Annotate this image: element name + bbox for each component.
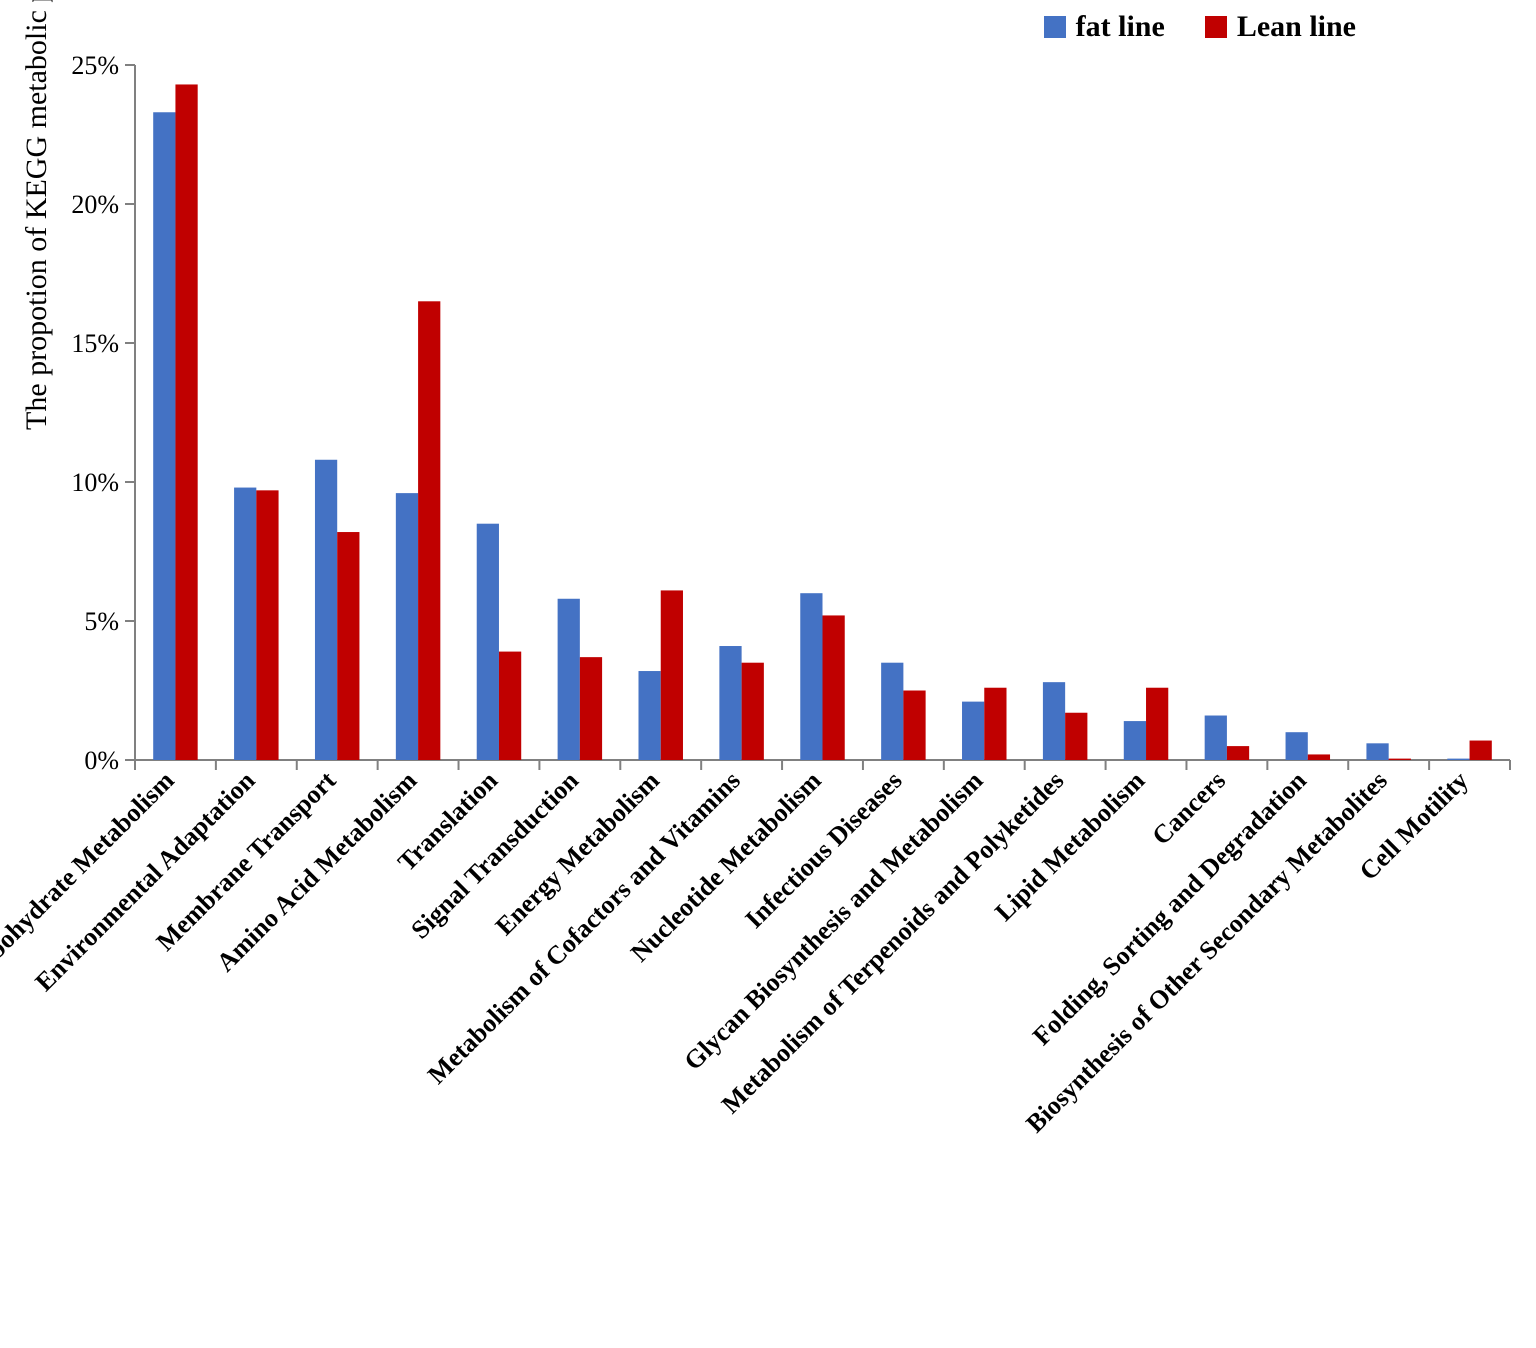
bar-lean bbox=[903, 691, 925, 761]
legend-swatch-lean bbox=[1205, 16, 1227, 38]
bar-lean bbox=[337, 532, 359, 760]
bar-fat bbox=[315, 460, 337, 760]
bar-fat bbox=[1043, 682, 1065, 760]
bar-lean bbox=[580, 657, 602, 760]
y-tick-label: 20% bbox=[71, 190, 119, 219]
legend-swatch-fat bbox=[1044, 16, 1066, 38]
bar-lean bbox=[175, 84, 197, 760]
x-category-label: Lipid Metabolism bbox=[989, 766, 1150, 927]
bar-lean bbox=[256, 490, 278, 760]
bar-fat bbox=[800, 593, 822, 760]
bar-lean bbox=[742, 663, 764, 760]
y-tick-label: 5% bbox=[84, 607, 119, 636]
x-category-label: Glycan Biosynthesis and Metabolism bbox=[678, 766, 988, 1076]
bar-lean bbox=[1227, 746, 1249, 760]
bar-lean bbox=[418, 301, 440, 760]
bar-fat bbox=[1286, 732, 1308, 760]
bar-lean bbox=[1146, 688, 1168, 760]
kegg-bar-chart: fat line Lean line The propotion of KEGG… bbox=[0, 0, 1536, 1348]
legend-label-fat: fat line bbox=[1076, 10, 1165, 44]
bar-fat bbox=[1124, 721, 1146, 760]
legend-item-fat: fat line bbox=[1044, 10, 1165, 44]
bar-fat bbox=[396, 493, 418, 760]
y-tick-label: 15% bbox=[71, 329, 119, 358]
bar-fat bbox=[477, 524, 499, 760]
x-category-label: Infectious Diseases bbox=[740, 766, 908, 934]
bar-fat bbox=[638, 671, 660, 760]
legend-label-lean: Lean line bbox=[1237, 10, 1356, 44]
bar-fat bbox=[234, 488, 256, 760]
bar-fat bbox=[558, 599, 580, 760]
bar-lean bbox=[1389, 759, 1411, 760]
bar-fat bbox=[1366, 743, 1388, 760]
y-tick-label: 25% bbox=[71, 51, 119, 80]
y-tick-label: 10% bbox=[71, 468, 119, 497]
bar-lean bbox=[823, 615, 845, 760]
bar-fat bbox=[881, 663, 903, 760]
bar-fat bbox=[962, 702, 984, 760]
legend: fat line Lean line bbox=[1044, 10, 1356, 44]
bar-lean bbox=[1065, 713, 1087, 760]
y-axis-label: The propotion of KEGG metabolic pathways bbox=[20, 0, 54, 430]
bar-lean bbox=[984, 688, 1006, 760]
bar-fat bbox=[153, 112, 175, 760]
bar-lean bbox=[1470, 741, 1492, 760]
chart-svg: 0%5%10%15%20%25%Carbohydrate MetabolismE… bbox=[0, 0, 1536, 1348]
bar-fat bbox=[719, 646, 741, 760]
bar-lean bbox=[661, 590, 683, 760]
bar-lean bbox=[1308, 754, 1330, 760]
bar-fat bbox=[1447, 759, 1469, 760]
y-tick-label: 0% bbox=[84, 746, 119, 775]
bar-fat bbox=[1205, 716, 1227, 760]
bar-lean bbox=[499, 652, 521, 760]
legend-item-lean: Lean line bbox=[1205, 10, 1356, 44]
